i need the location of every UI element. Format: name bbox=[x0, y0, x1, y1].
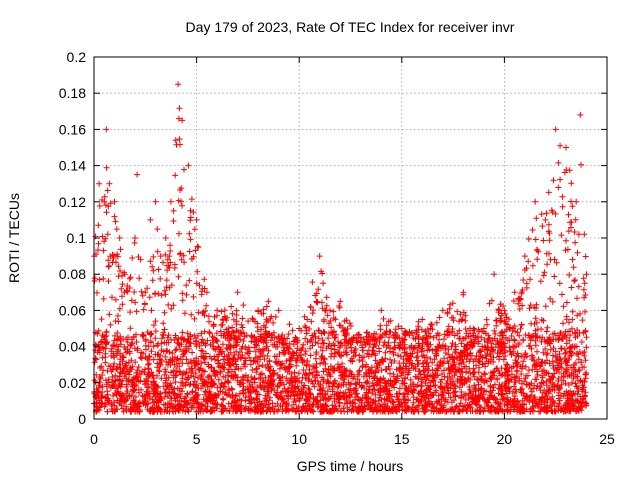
axis-ticks: 0 0.02 0.04 0.06 0.08 0.1 0.12 0.14 0.16 0.18 0.2 0… bbox=[59, 49, 615, 447]
y-tick-label: 0.08 bbox=[59, 266, 86, 282]
x-tick-label: 0 bbox=[90, 431, 98, 447]
data-points bbox=[91, 81, 590, 415]
x-axis-label: GPS time / hours bbox=[297, 458, 404, 474]
y-tick-label: 0.14 bbox=[59, 158, 86, 174]
x-tick-label: 15 bbox=[394, 431, 410, 447]
y-tick-label: 0.12 bbox=[59, 194, 86, 210]
y-tick-label: 0.04 bbox=[59, 339, 86, 355]
x-tick-label: 10 bbox=[291, 431, 307, 447]
y-axis-label: ROTI / TECUs bbox=[6, 193, 22, 283]
x-tick-label: 5 bbox=[193, 431, 201, 447]
x-tick-label: 25 bbox=[599, 431, 615, 447]
y-tick-label: 0.18 bbox=[59, 85, 86, 101]
y-tick-label: 0.02 bbox=[59, 375, 86, 391]
y-tick-label: 0.16 bbox=[59, 121, 86, 137]
y-tick-label: 0.1 bbox=[67, 230, 87, 246]
y-tick-label: 0 bbox=[78, 411, 86, 427]
y-tick-label: 0.2 bbox=[67, 49, 87, 65]
roti-plus-markers bbox=[91, 81, 590, 415]
chart-title: Day 179 of 2023, Rate Of TEC Index for r… bbox=[186, 19, 515, 35]
y-tick-label: 0.06 bbox=[59, 302, 86, 318]
x-tick-label: 20 bbox=[497, 431, 513, 447]
